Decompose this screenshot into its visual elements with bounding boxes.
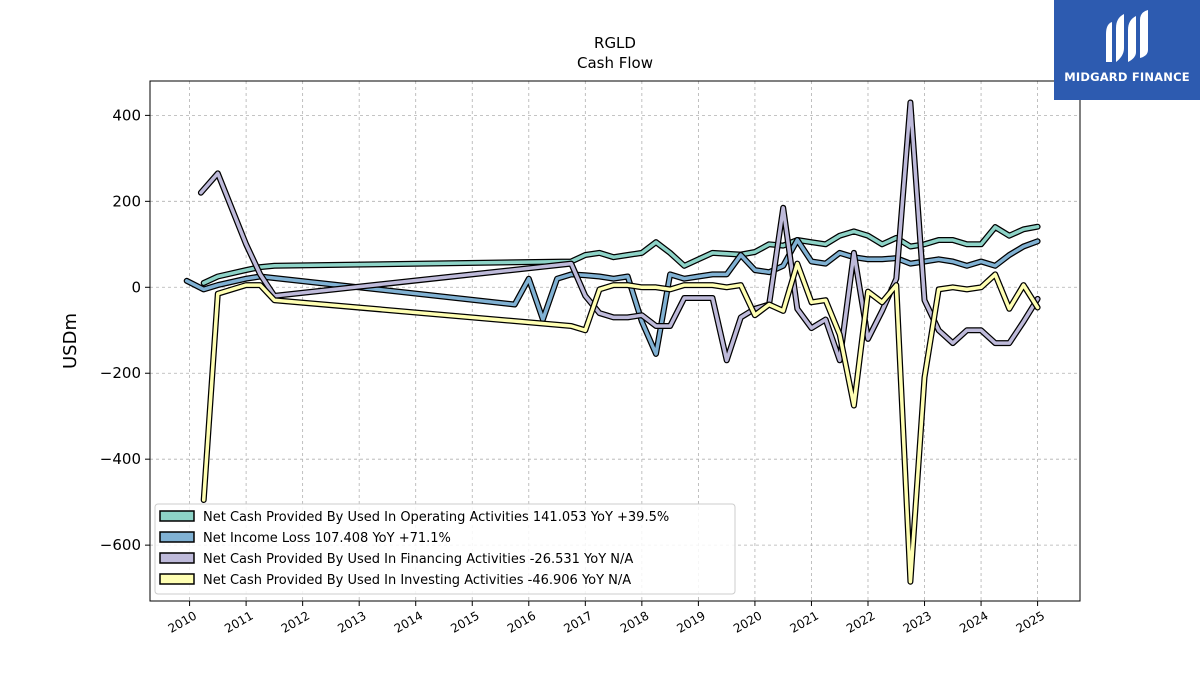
x-tick-label: 2015 [448,608,481,635]
x-tick-label: 2016 [505,608,538,635]
x-tick-label: 2018 [618,608,651,635]
series-line-3 [201,261,1040,584]
x-tick-label: 2022 [844,608,877,635]
y-tick-label: 200 [112,192,141,210]
plot-frame [149,80,1081,602]
midgard-m-logo-icon [1106,10,1148,62]
legend: Net Cash Provided By Used In Operating A… [154,503,736,595]
legend-swatch [159,552,195,564]
x-tick-label: 2017 [561,608,594,635]
legend-label: Net Cash Provided By Used In Operating A… [203,510,669,525]
x-tick-label: 2011 [222,608,255,635]
legend-swatch [159,573,195,585]
x-tick-label: 2010 [166,608,199,635]
y-tick-label: −200 [100,364,141,382]
legend-swatch [159,510,195,522]
legend-label: Net Cash Provided By Used In Investing A… [203,573,631,588]
x-tick-label: 2024 [957,608,990,635]
x-tick-label: 2020 [731,608,764,635]
legend-box [154,503,736,595]
x-tick-label: 2014 [392,608,425,635]
series-line-2 [199,100,1040,363]
brand-name: MIDGARD FINANCE [1064,70,1190,84]
brand-logo: MIDGARD FINANCE [1054,0,1200,100]
series-line-0 [201,224,1040,285]
x-tick-label: 2023 [901,608,934,635]
chart-subtitle: Cash Flow [577,54,653,72]
legend-label: Net Cash Provided By Used In Financing A… [203,552,633,567]
x-axis: 2010 2011 2012 2013 2014 2015 2016 2017 2018 2019… [166,601,1047,636]
y-axis-label: USDm [60,313,81,369]
chart-title: RGLD [594,34,636,52]
y-axis: 400 200 0 −200 −400 −600 [100,106,150,554]
series-layer [183,99,1041,585]
x-tick-label: 2012 [279,608,312,635]
x-tick-label: 2013 [335,608,368,635]
x-tick-label: 2021 [788,608,821,635]
y-tick-label: 400 [112,106,141,124]
series-line-1 [184,238,1040,356]
legend-label: Net Income Loss 107.408 YoY +71.1% [203,531,451,546]
y-tick-label: −600 [100,536,141,554]
y-tick-label: 0 [131,278,141,296]
y-tick-label: −400 [100,450,141,468]
legend-swatch [159,531,195,543]
x-tick-label: 2019 [674,608,707,635]
x-tick-label: 2025 [1014,608,1047,635]
